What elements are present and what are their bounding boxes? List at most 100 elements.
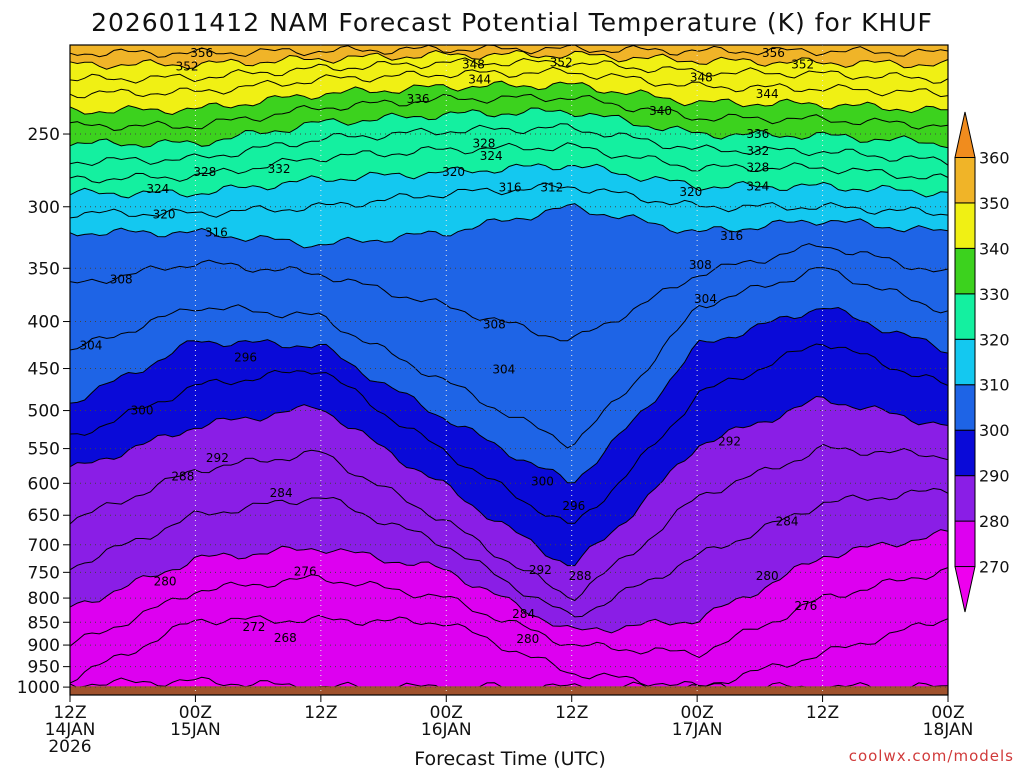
y-tick-label: 900	[28, 636, 60, 656]
contour-label: 284	[512, 607, 535, 621]
colorbar-bin-310	[954, 338, 976, 386]
contour-label: 340	[649, 104, 672, 118]
isentrope-276	[69, 567, 949, 659]
contour-label: 336	[746, 127, 769, 141]
theta-band-320	[70, 142, 948, 198]
contour-label: 328	[472, 136, 495, 150]
y-tick-label: 700	[28, 536, 60, 556]
isentrope-300	[69, 306, 949, 484]
colorbar-bin-300	[954, 384, 976, 431]
y-tick-label: 600	[28, 474, 60, 494]
x-tick-label: 14JAN	[45, 720, 96, 740]
x-tick-label: 00Z	[931, 703, 964, 723]
contour-label: 304	[694, 292, 717, 306]
theta-band-316	[70, 163, 948, 218]
plot-frame	[69, 44, 949, 696]
isentrope-292	[69, 395, 949, 567]
contour-label: 304	[492, 362, 515, 376]
theta-band-356	[70, 45, 948, 58]
contour-label: 332	[268, 162, 291, 176]
contour-label: 280	[154, 574, 177, 588]
isentrope-288	[69, 443, 949, 602]
isentrope-280	[69, 529, 949, 634]
colorbar-label: 300	[979, 421, 1010, 440]
colorbar-bin-260	[954, 566, 976, 613]
contour-label: 324	[746, 179, 769, 193]
contour-label: 324	[480, 149, 503, 163]
contour-label: 356	[190, 46, 213, 60]
contour-label: 324	[146, 182, 169, 196]
theta-band-324	[70, 123, 948, 183]
contour-label: 352	[550, 56, 573, 70]
theta-band-312	[70, 182, 948, 248]
contour-label: 320	[153, 208, 176, 222]
contour-label: 280	[756, 569, 779, 583]
isentrope-324	[69, 142, 949, 184]
theta-band-352	[70, 45, 948, 70]
y-tick-label: 1000	[17, 678, 60, 698]
isentrope-340	[69, 80, 948, 116]
isentrope-344	[69, 66, 949, 99]
contour-label: 352	[791, 57, 814, 71]
y-tick-label: 500	[28, 402, 60, 422]
y-tick-label: 250	[28, 125, 60, 145]
credit-link[interactable]: coolwx.com/models	[849, 747, 1014, 765]
contour-label: 304	[79, 339, 102, 353]
isentrope-348	[69, 57, 949, 84]
colorbar-label: 290	[979, 467, 1010, 486]
contour-label: 268	[274, 631, 297, 645]
x-tick-label: 00Z	[430, 703, 463, 723]
colorbar-label: 270	[979, 558, 1010, 577]
colorbar-label: 280	[979, 512, 1010, 531]
contour-label: 336	[407, 92, 430, 106]
contour-label: 308	[689, 258, 712, 272]
x-tick-label: 12Z	[555, 703, 588, 723]
isentrope-304	[69, 267, 949, 449]
contour-label: 280	[516, 632, 539, 646]
colorbar-bin-330	[954, 247, 976, 295]
contour-label: 316	[720, 229, 743, 243]
theta-band-340	[70, 67, 948, 115]
colorbar-label: 320	[979, 330, 1010, 349]
contour-label: 312	[540, 181, 563, 195]
contour-label: 320	[679, 185, 702, 199]
contour-label: 292	[718, 434, 741, 448]
ground-surface	[70, 686, 948, 695]
colorbar-label: 350	[979, 194, 1010, 213]
colorbar-label: 340	[979, 239, 1010, 258]
theta-band-304	[70, 243, 948, 448]
theta-band-284	[70, 444, 948, 617]
contour-label: 300	[131, 404, 154, 418]
contour-label: 308	[483, 318, 506, 332]
y-tick-label: 450	[28, 360, 60, 380]
colorbar-label: 310	[979, 376, 1010, 395]
isentrope-316	[69, 182, 949, 219]
contour-label: 272	[243, 620, 266, 634]
isentrope-332	[69, 107, 949, 149]
contour-label: 288	[171, 470, 194, 484]
y-tick-label: 850	[28, 613, 60, 633]
theta-band-348	[70, 50, 948, 84]
isentrope-336	[69, 93, 949, 132]
contour-label: 332	[746, 144, 769, 158]
y-tick-label: 750	[28, 563, 60, 583]
contour-label: 344	[468, 72, 491, 86]
x-tick-label: 12Z	[53, 703, 86, 723]
theta-band-300	[70, 267, 948, 483]
colorbar-bin-360	[954, 111, 976, 158]
theta-band-272	[70, 567, 948, 687]
y-tick-label: 350	[28, 259, 60, 279]
theta-band-280	[70, 488, 948, 633]
y-tick-label: 550	[28, 440, 60, 460]
x-tick-label: 00Z	[179, 703, 212, 723]
contour-label: 288	[569, 569, 592, 583]
x-tick-label: 12Z	[304, 703, 337, 723]
contour-label: 316	[205, 226, 228, 240]
contour-label: 328	[193, 165, 216, 179]
x-tick-label: 2026	[48, 737, 91, 757]
x-axis-title: Forecast Time (UTC)	[414, 748, 605, 768]
